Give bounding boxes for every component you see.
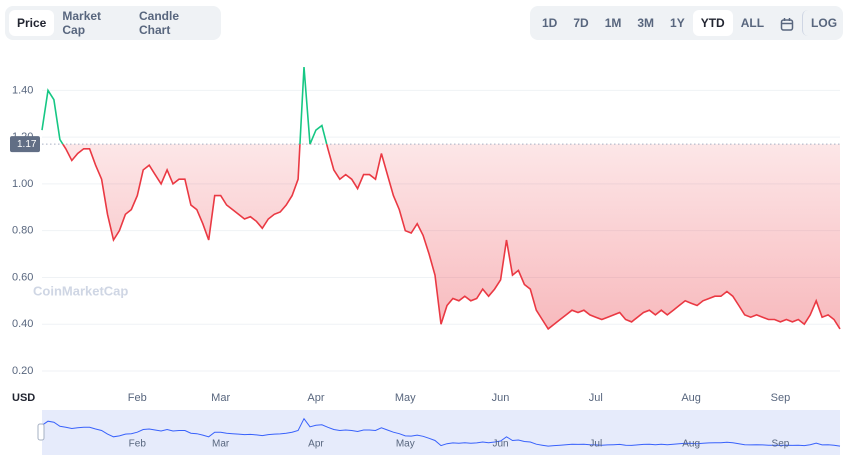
range-button[interactable]: 7D (573, 16, 589, 30)
navigator-tick-label: Aug (682, 439, 700, 450)
navigator-tick-label: Feb (129, 439, 147, 450)
tab-button[interactable]: Price (9, 10, 55, 36)
y-tick-label: 0.40 (12, 318, 33, 330)
y-tick-label: 0.80 (12, 225, 33, 237)
navigator-tick-label: Apr (308, 439, 324, 450)
y-tick-label: 0.20 (12, 365, 33, 377)
y-tick-label: 1.00 (12, 178, 33, 190)
navigator-tick-label: Sep (772, 439, 790, 450)
navigator-line (41, 417, 841, 447)
tab-bar: Price Market Cap Candle Chart (5, 6, 221, 40)
log-button[interactable]: LOG (802, 10, 845, 36)
x-tick-label: Mar (211, 392, 230, 404)
tab-button[interactable]: Market Cap (62, 9, 102, 37)
navigator-tick-label: Jul (589, 439, 602, 450)
navigator-tick-label: Jun (492, 439, 508, 450)
range-button[interactable]: 1M (604, 16, 622, 30)
x-tick-label: Apr (307, 392, 324, 404)
x-tick-label: Jul (589, 392, 603, 404)
navigator-tick-label: May (396, 439, 415, 450)
range-bar: 1D 7D 1M 3M 1Y YTD ALL LOG (530, 6, 843, 40)
x-tick-label: Sep (771, 392, 791, 404)
watermark: CoinMarketCap (33, 283, 128, 298)
current-price-badge (10, 136, 40, 153)
navigator-handle (37, 423, 45, 441)
below-area (42, 144, 840, 329)
tab-button[interactable]: Candle Chart (139, 9, 180, 37)
calendar-button[interactable] (772, 11, 802, 36)
range-button[interactable]: 3M (637, 16, 655, 30)
range-button[interactable]: ALL (740, 16, 765, 30)
calendar-icon (780, 17, 794, 31)
range-button[interactable]: 1Y (670, 16, 685, 30)
price-line-down (61, 144, 841, 331)
navigator-bg (42, 410, 840, 455)
currency-label: USD (12, 392, 35, 404)
range-button[interactable]: YTD (692, 10, 733, 36)
y-tick-label: 0.60 (12, 271, 33, 283)
x-tick-label: Aug (681, 392, 701, 404)
x-tick-label: Jun (492, 392, 510, 404)
y-tick-label: 1.40 (12, 84, 33, 96)
x-tick-label: May (395, 392, 416, 404)
navigator-tick-label: Mar (212, 439, 230, 450)
x-tick-label: Feb (128, 392, 147, 404)
current-price-label: 1.17 (17, 139, 37, 150)
range-button[interactable]: 1D (542, 16, 558, 30)
